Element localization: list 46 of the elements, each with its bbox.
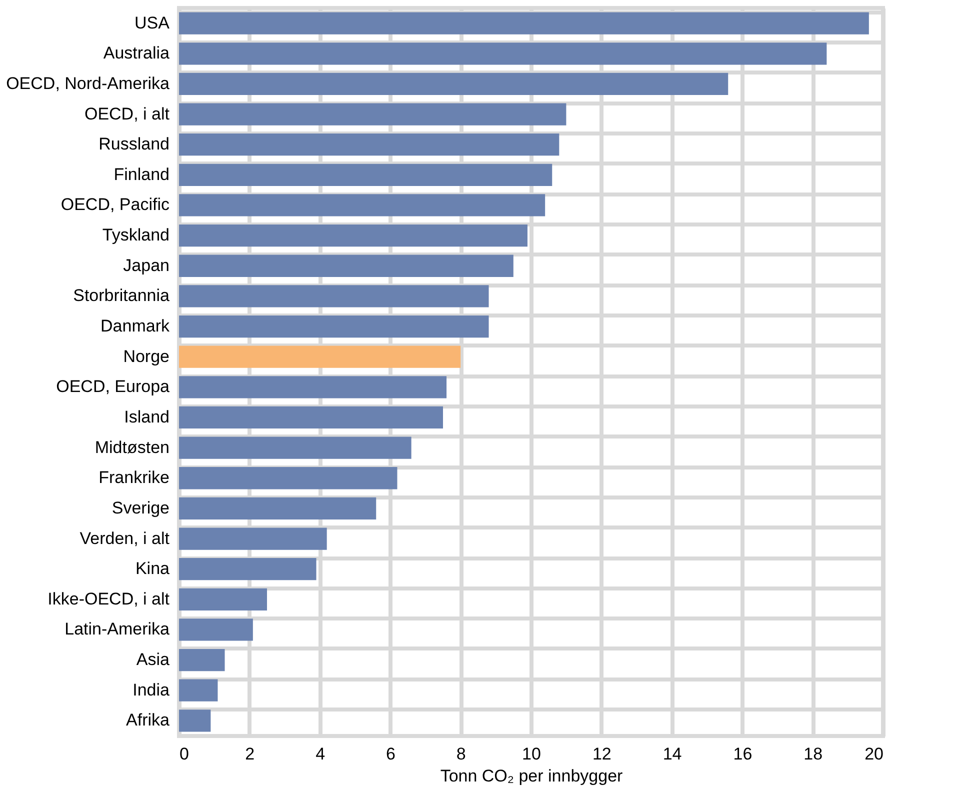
y-tick-label: Japan [123,256,170,275]
y-tick-label: OECD, i alt [84,104,170,124]
y-tick-label: Latin-Amerika [64,620,170,639]
bar [179,588,267,610]
y-tick-label: OECD, Europa [56,377,170,396]
y-tick-label: Frankrike [98,468,170,488]
y-tick-label: Tyskland [102,226,170,245]
bar [179,710,211,732]
bar [179,618,253,641]
y-tick-label: OECD, Pacific [60,195,170,214]
x-tick-label: 20 [864,744,884,764]
y-tick-label: Norge [123,346,170,366]
y-tick-label: Midtøsten [94,438,170,457]
y-tick-label: OECD, Nord-Amerika [6,74,170,93]
y-tick-label: Verden, i alt [80,528,170,548]
bar [179,528,327,550]
y-tick-label: Sverige [112,498,170,518]
y-tick-label: Kina [135,559,170,578]
x-tick-label: 8 [456,744,466,764]
x-tick-label: 12 [592,744,612,764]
x-tick-label: 4 [316,744,326,764]
x-tick-label: 0 [180,744,189,764]
bar [179,648,225,672]
x-axis-title: Tonn CO₂ per innbygger [440,766,624,786]
bar [179,558,316,580]
x-tick-label: 10 [522,744,541,764]
y-tick-label: Storbritannia [73,286,170,306]
y-tick-label: Ikke-OECD, i alt [48,589,170,608]
y-tick-label: India [132,680,170,700]
y-tick-label: Australia [103,44,170,63]
x-tick-label: 18 [804,744,823,764]
x-tick-label: 16 [733,744,752,764]
x-tick-label: 2 [245,744,255,764]
y-tick-label: Asia [136,650,170,670]
y-tick-label: Finland [114,164,170,184]
y-tick-label: Afrika [126,710,170,730]
x-tick-label: 6 [386,744,396,764]
bar [179,436,412,459]
y-tick-label: Island [124,407,170,426]
bar [179,467,398,490]
x-tick-label: 14 [662,744,682,764]
y-tick-label: USA [134,13,170,32]
bar [179,497,376,520]
bar [179,679,218,702]
y-tick-label: Russland [98,134,170,154]
y-tick-label: Danmark [100,316,170,336]
